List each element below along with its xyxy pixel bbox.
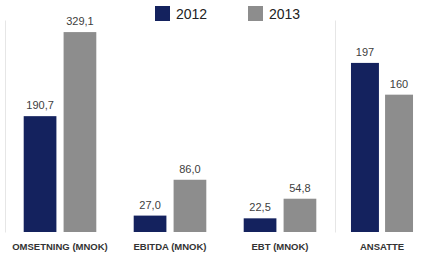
y-axis: [335, 21, 336, 233]
bar: [24, 116, 57, 232]
category-label: EBT (MNOK): [252, 241, 309, 252]
bar: [134, 216, 167, 232]
legend-label: 2013: [269, 6, 300, 22]
bar: [174, 180, 207, 232]
x-axis: OMSETNING (MNOK) EBITDA (MNOK) EBT (MNOK): [12, 241, 308, 252]
data-label: 27,0: [139, 199, 160, 211]
data-label: 197: [356, 46, 374, 58]
bar: [351, 63, 379, 232]
data-label: 329,1: [66, 15, 94, 27]
chart: 190,7 27,0 22,5 329,1 86,0 54,8 OMSETNING (MNO…: [0, 0, 429, 264]
legend-swatch: [155, 6, 170, 21]
legend-swatch: [248, 6, 263, 21]
legend-label: 2012: [176, 6, 207, 22]
category-label: OMSETNING (MNOK): [12, 241, 108, 252]
data-label: 86,0: [179, 163, 200, 175]
y-axis: [5, 21, 6, 233]
data-label: 190,7: [26, 99, 54, 111]
y-axis-line: [5, 21, 6, 233]
x-tick: ANSATTE: [360, 241, 404, 252]
data-label: 22,5: [249, 201, 270, 213]
bars: [24, 32, 317, 232]
data-labels: 197 160: [356, 46, 408, 90]
x-tick: EBT (MNOK): [252, 241, 309, 252]
x-tick: OMSETNING (MNOK): [12, 241, 108, 252]
bar: [244, 218, 277, 232]
data-label: 54,8: [289, 182, 310, 194]
bar: [64, 32, 97, 232]
y-axis-line: [335, 21, 336, 233]
data-labels: 190,7 27,0 22,5 329,1 86,0 54,8: [26, 15, 310, 213]
bar: [284, 199, 317, 232]
x-tick: EBITDA (MNOK): [134, 241, 207, 252]
bar: [385, 95, 413, 232]
category-label: EBITDA (MNOK): [134, 241, 207, 252]
legend: 2012 2013: [155, 6, 300, 22]
x-axis: ANSATTE: [360, 241, 404, 252]
category-label: ANSATTE: [360, 241, 404, 252]
data-label: 160: [390, 78, 408, 90]
bars: [351, 63, 413, 232]
